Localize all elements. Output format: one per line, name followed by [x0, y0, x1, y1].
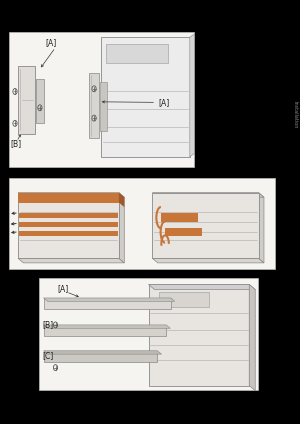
- FancyBboxPatch shape: [152, 192, 259, 258]
- FancyBboxPatch shape: [148, 285, 249, 385]
- Text: [B]: [B]: [11, 139, 22, 148]
- FancyBboxPatch shape: [44, 325, 166, 336]
- FancyBboxPatch shape: [101, 37, 190, 156]
- FancyBboxPatch shape: [9, 32, 194, 167]
- Polygon shape: [190, 34, 194, 156]
- FancyBboxPatch shape: [9, 178, 274, 269]
- Polygon shape: [249, 285, 255, 391]
- FancyBboxPatch shape: [18, 192, 119, 258]
- Text: [A]: [A]: [45, 38, 56, 47]
- Polygon shape: [152, 192, 264, 197]
- Text: [C]: [C]: [42, 351, 53, 361]
- FancyBboxPatch shape: [159, 292, 209, 307]
- Polygon shape: [18, 192, 124, 197]
- FancyBboxPatch shape: [165, 228, 202, 236]
- Polygon shape: [148, 285, 255, 290]
- FancyBboxPatch shape: [19, 232, 118, 236]
- Polygon shape: [44, 351, 162, 354]
- FancyBboxPatch shape: [36, 79, 44, 123]
- Polygon shape: [44, 298, 175, 301]
- Polygon shape: [119, 192, 124, 207]
- Text: [B]: [B]: [42, 320, 53, 329]
- Polygon shape: [259, 192, 264, 263]
- Polygon shape: [119, 192, 124, 263]
- Polygon shape: [152, 258, 264, 263]
- Text: [A]: [A]: [159, 98, 170, 107]
- FancyBboxPatch shape: [19, 222, 118, 227]
- FancyBboxPatch shape: [100, 82, 107, 131]
- Text: Installation: Installation: [293, 101, 298, 128]
- Polygon shape: [44, 325, 170, 328]
- FancyBboxPatch shape: [18, 66, 34, 134]
- FancyBboxPatch shape: [44, 351, 158, 362]
- FancyBboxPatch shape: [89, 73, 99, 138]
- Polygon shape: [18, 192, 119, 203]
- Text: [A]: [A]: [57, 284, 68, 293]
- FancyBboxPatch shape: [44, 298, 170, 309]
- Polygon shape: [18, 258, 124, 263]
- FancyBboxPatch shape: [39, 278, 258, 390]
- FancyBboxPatch shape: [161, 213, 198, 222]
- FancyBboxPatch shape: [106, 45, 168, 64]
- FancyBboxPatch shape: [19, 213, 118, 218]
